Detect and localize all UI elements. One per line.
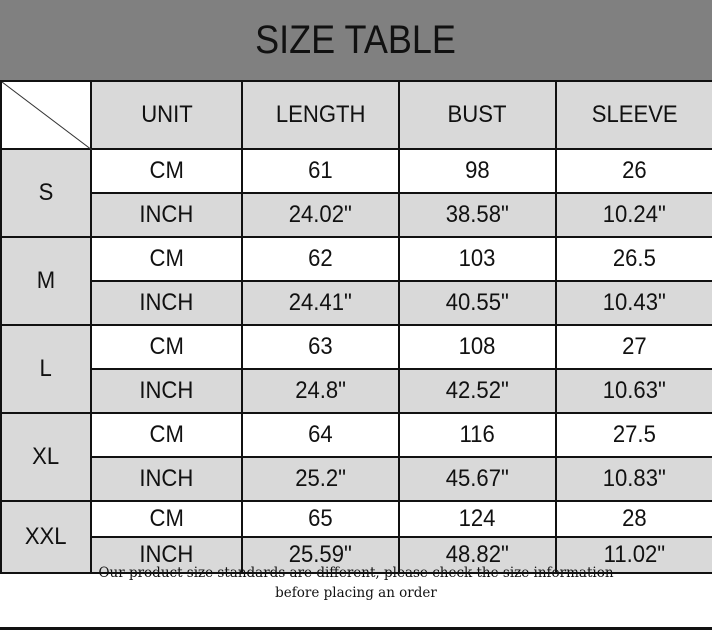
cell-sleeve: 26 [555, 148, 712, 194]
table-row: INCH 25.59" 48.82" 11.02" [1, 536, 712, 574]
size-table: UNIT LENGTH BUST SLEEVE S CM 61 98 26 INCH 24.… [0, 80, 712, 574]
cell-sleeve: 10.43" [555, 280, 712, 326]
cell-length: 24.8" [241, 368, 400, 414]
table-row: L CM 63 108 27 [0, 324, 712, 414]
cell-sleeve: 27 [555, 324, 712, 370]
cell-bust: 98 [398, 148, 557, 194]
cell-length: 25.59" [241, 536, 400, 574]
header-length: LENGTH [241, 80, 400, 150]
note-line-2: before placing an order [275, 585, 437, 601]
header-unit: UNIT [90, 80, 243, 150]
cell-unit: CM [90, 500, 243, 538]
cell-unit: INCH [90, 368, 243, 414]
cell-bust: 116 [398, 412, 557, 458]
cell-unit: CM [90, 324, 243, 370]
cell-unit: INCH [90, 456, 243, 502]
cell-sleeve: 10.63" [555, 368, 712, 414]
header-bust: BUST [398, 80, 557, 150]
cell-length: 64 [241, 412, 400, 458]
cell-bust: 45.67" [398, 456, 557, 502]
note-line-1: Our product size standards are different… [98, 565, 614, 581]
cell-unit: INCH [90, 280, 243, 326]
table-row: M CM 62 103 26.5 [0, 236, 712, 326]
table-row: INCH 24.8" 42.52" 10.63" [1, 368, 712, 414]
table-row: S CM 61 98 26 [0, 148, 712, 238]
size-label: XXL [0, 500, 92, 574]
title-text: SIZE TABLE [255, 17, 457, 62]
size-label: XL [0, 412, 92, 502]
cell-bust: 42.52" [398, 368, 557, 414]
cell-sleeve: 26.5 [555, 236, 712, 282]
table-row: INCH 24.41" 40.55" 10.43" [1, 280, 712, 326]
cell-length: 62 [241, 236, 400, 282]
cell-length: 65 [241, 500, 400, 538]
size-label: L [0, 324, 92, 414]
size-note: Our product size standards are different… [0, 563, 712, 603]
table-row: XXL CM 65 124 28 [0, 500, 712, 574]
table-row: INCH 24.02" 38.58" 10.24" [1, 192, 712, 238]
cell-bust: 124 [398, 500, 557, 538]
header-row: UNIT LENGTH BUST SLEEVE [0, 80, 712, 150]
cell-unit: CM [90, 148, 243, 194]
page-title: SIZE TABLE [0, 0, 712, 80]
cell-length: 61 [241, 148, 400, 194]
cell-unit: CM [90, 412, 243, 458]
cell-length: 63 [241, 324, 400, 370]
table-row: INCH 25.2" 45.67" 10.83" [1, 456, 712, 502]
cell-unit: CM [90, 236, 243, 282]
cell-bust: 108 [398, 324, 557, 370]
cell-bust: 40.55" [398, 280, 557, 326]
cell-unit: INCH [90, 192, 243, 238]
header-sleeve: SLEEVE [555, 80, 712, 150]
size-label: M [0, 236, 92, 326]
cell-unit: INCH [90, 536, 243, 574]
cell-length: 24.41" [241, 280, 400, 326]
table-row: XL CM 64 116 27.5 [0, 412, 712, 502]
cell-sleeve: 11.02" [555, 536, 712, 574]
cell-length: 24.02" [241, 192, 400, 238]
cell-sleeve: 27.5 [555, 412, 712, 458]
cell-bust: 38.58" [398, 192, 557, 238]
cell-bust: 103 [398, 236, 557, 282]
divider [0, 627, 712, 630]
cell-length: 25.2" [241, 456, 400, 502]
size-label: S [0, 148, 92, 238]
cell-sleeve: 28 [555, 500, 712, 538]
cell-bust: 48.82" [398, 536, 557, 574]
corner-cell [0, 80, 92, 150]
cell-sleeve: 10.24" [555, 192, 712, 238]
cell-sleeve: 10.83" [555, 456, 712, 502]
